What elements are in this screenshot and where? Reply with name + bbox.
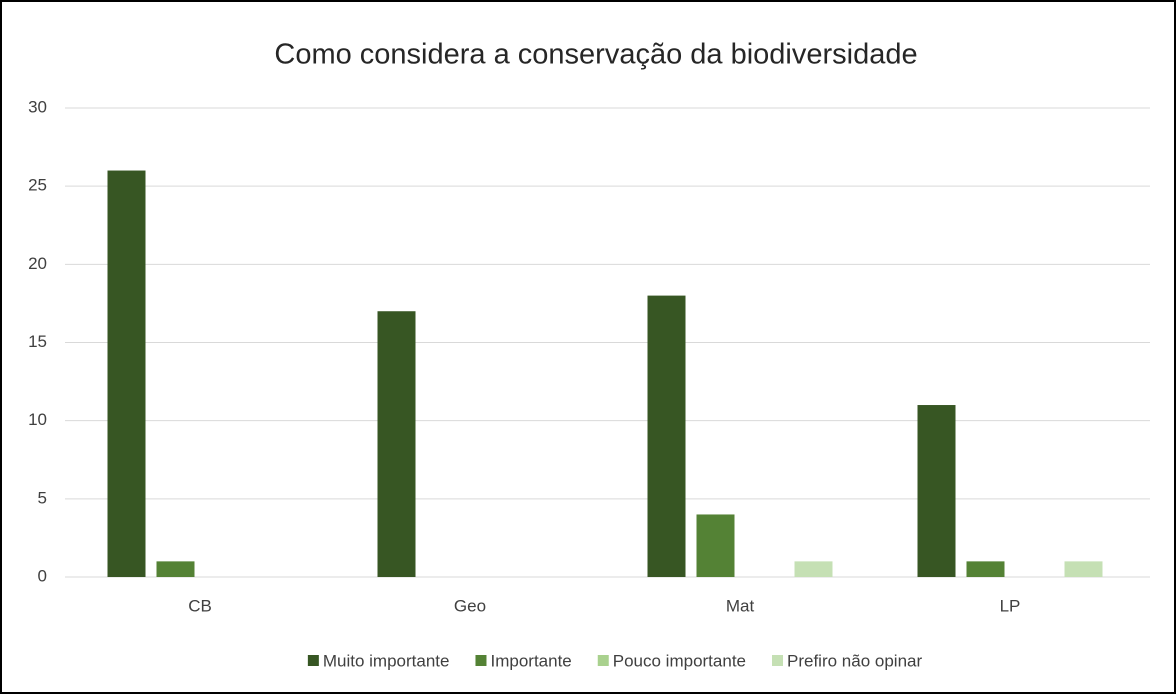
y-tick-label: 20 (28, 254, 47, 273)
bar (156, 561, 195, 577)
bar (917, 405, 956, 577)
legend-swatch (307, 655, 319, 666)
bar (794, 561, 833, 577)
y-tick-label: 15 (28, 332, 47, 351)
legend-label: Prefiro não opinar (787, 651, 922, 670)
bar (107, 170, 146, 578)
chart-title: Como considera a conservação da biodiver… (274, 39, 917, 71)
legend-label: Pouco importante (613, 651, 746, 670)
bar (1064, 561, 1103, 577)
legend-label: Muito importante (323, 651, 450, 670)
legend-swatch (597, 655, 609, 666)
legend-swatch (475, 655, 487, 666)
y-tick-label: 5 (38, 488, 47, 507)
x-tick-label: Geo (454, 596, 486, 615)
legend-label: Importante (490, 651, 571, 670)
y-tick-label: 30 (28, 97, 47, 116)
bar (647, 295, 686, 577)
x-tick-label: Mat (726, 596, 755, 615)
x-tick-label: LP (1000, 596, 1021, 615)
y-tick-label: 10 (28, 410, 47, 429)
y-tick-label: 25 (28, 176, 47, 195)
bar (966, 561, 1005, 577)
y-tick-label: 0 (38, 566, 47, 585)
bar (377, 311, 416, 577)
bar (696, 514, 735, 577)
x-tick-label: CB (188, 596, 212, 615)
legend-swatch (772, 655, 783, 666)
